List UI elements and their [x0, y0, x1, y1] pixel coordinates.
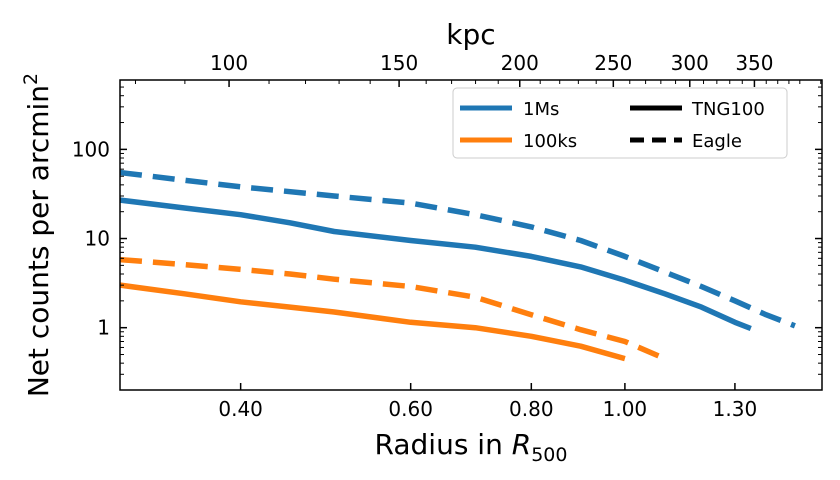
y-tick-label: 1: [97, 316, 110, 340]
series-line-100ks-eagle: [120, 256, 666, 362]
legend-box: [452, 87, 788, 159]
top-tick-label: 150: [380, 51, 418, 75]
top-tick-label: 300: [671, 51, 709, 75]
series-lines: [120, 169, 796, 362]
series-line-1ms-eagle: [120, 169, 796, 329]
top-tick-label: 100: [210, 51, 248, 75]
series-line-100ks-tng100: [120, 282, 626, 362]
top-tick-label: 350: [735, 51, 773, 75]
x-tick-label: 1.00: [603, 397, 648, 421]
legend-label-1ms: 1Ms: [523, 99, 559, 120]
y-tick-label: 10: [85, 227, 110, 251]
y-axis-title: Net counts per arcmin2: [20, 73, 55, 397]
x-tick-label: 0.80: [509, 397, 554, 421]
top-tick-label: 200: [501, 51, 539, 75]
x-tick-label: 1.30: [713, 397, 758, 421]
y-tick-label: 100: [72, 137, 110, 161]
x-axis-title: Radius in R500: [375, 428, 568, 466]
axis-ticks: 0.40 0.60 0.80 1.00 1.30 100 150 200 250 300 350 1 1…: [72, 51, 822, 421]
series-line-1ms-tng100: [120, 197, 752, 332]
legend: 1Ms 100ks TNG100 Eagle: [452, 87, 788, 159]
legend-label-eagle: Eagle: [692, 131, 742, 152]
x-tick-label: 0.60: [388, 397, 433, 421]
legend-label-tng100: TNG100: [691, 99, 765, 120]
top-tick-label: 250: [594, 51, 632, 75]
plot-frame: [119, 79, 823, 391]
legend-label-100ks: 100ks: [523, 131, 577, 152]
top-axis-title: kpc: [446, 18, 495, 51]
x-tick-label: 0.40: [218, 397, 263, 421]
